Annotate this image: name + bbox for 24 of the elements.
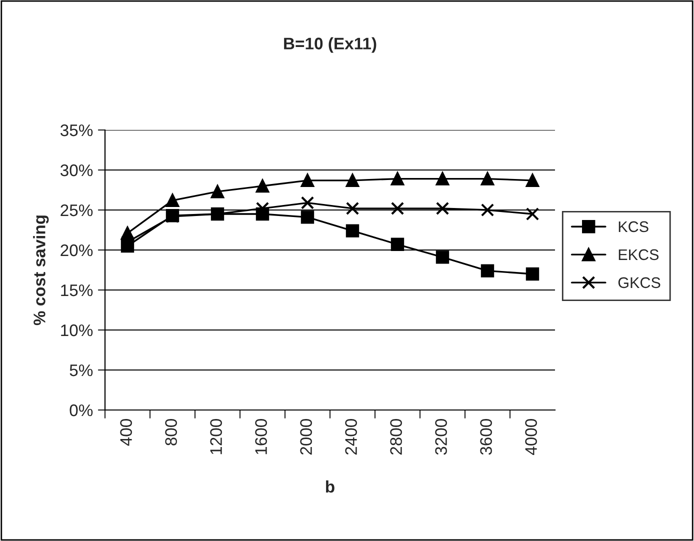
x-tick-label: 3600 xyxy=(480,418,492,455)
x-tick-label: 1200 xyxy=(210,418,222,454)
y-axis-title: % cost saving xyxy=(33,216,49,326)
y-tick-label: 25% xyxy=(60,204,93,216)
x-axis-title: b xyxy=(326,480,334,493)
x-tick-label: 4000 xyxy=(525,418,537,456)
x-tick-label: 2000 xyxy=(300,418,312,455)
x-tick-label: 400 xyxy=(120,418,132,446)
x-tick-label: 2800 xyxy=(390,418,402,455)
x-tick-label: 2400 xyxy=(345,418,357,455)
y-tick-label: 30% xyxy=(60,164,93,176)
y-tick-label: 10% xyxy=(61,324,93,336)
y-tick-label: 20% xyxy=(60,244,93,256)
chart-title: B=10 (Ex11) xyxy=(284,37,376,53)
y-tick-label: 0% xyxy=(70,404,93,416)
y-tick-label: 15% xyxy=(61,284,93,296)
x-tick-label: 1600 xyxy=(255,418,267,454)
legend-label: EKCS xyxy=(618,249,659,260)
y-tick-label: 5% xyxy=(70,364,93,376)
legend-label: GKCS xyxy=(618,277,660,288)
x-tick-label: 3200 xyxy=(435,418,447,455)
y-tick-label: 35% xyxy=(60,124,93,136)
x-tick-label: 800 xyxy=(165,418,177,446)
legend-label: KCS xyxy=(618,221,648,232)
